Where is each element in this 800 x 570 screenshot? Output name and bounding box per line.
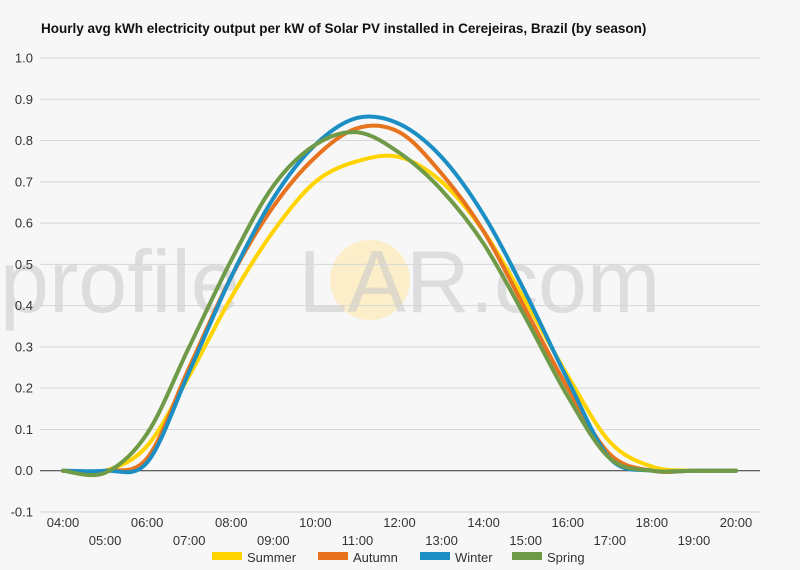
legend-label-spring: Spring: [547, 550, 585, 565]
y-tick-label: 0.5: [15, 257, 33, 272]
legend-label-autumn: Autumn: [353, 550, 398, 565]
x-tick-label: 16:00: [551, 515, 584, 530]
y-tick-label: 0.2: [15, 381, 33, 396]
x-tick-label: 18:00: [636, 515, 669, 530]
x-tick-label: 14:00: [467, 515, 500, 530]
y-tick-label: 0.4: [15, 298, 33, 313]
y-tick-label: 0.0: [15, 463, 33, 478]
y-tick-label: 0.6: [15, 216, 33, 231]
y-tick-label: 0.8: [15, 133, 33, 148]
x-axis: 04:00 05:00 06:00 07:00 08:00 09:00 10:00 11:00…: [47, 515, 753, 548]
x-tick-label: 08:00: [215, 515, 248, 530]
x-tick-label: 19:00: [678, 533, 711, 548]
x-tick-label: 15:00: [509, 533, 542, 548]
legend-swatch-autumn: [318, 552, 348, 560]
y-tick-label: -0.1: [11, 505, 33, 520]
y-tick-label: 0.1: [15, 422, 33, 437]
legend-label-winter: Winter: [455, 550, 493, 565]
x-tick-label: 04:00: [47, 515, 80, 530]
legend-swatch-winter: [420, 552, 450, 560]
x-tick-label: 07:00: [173, 533, 206, 548]
x-tick-label: 10:00: [299, 515, 332, 530]
x-tick-label: 12:00: [383, 515, 416, 530]
x-tick-label: 13:00: [425, 533, 458, 548]
y-tick-label: 0.3: [15, 339, 33, 354]
legend: Summer Autumn Winter Spring: [212, 550, 585, 565]
series-lines: [61, 114, 738, 478]
legend-swatch-spring: [512, 552, 542, 560]
y-tick-label: 1.0: [15, 51, 33, 66]
y-tick-label: 0.7: [15, 174, 33, 189]
grid: [40, 57, 760, 513]
chart-title: Hourly avg kWh electricity output per kW…: [41, 21, 646, 36]
legend-label-summer: Summer: [247, 550, 297, 565]
watermark-sun-icon: [330, 240, 410, 320]
x-tick-label: 17:00: [594, 533, 627, 548]
watermark: profileSLAR.com: [0, 232, 660, 331]
x-tick-label: 09:00: [257, 533, 290, 548]
legend-swatch-summer: [212, 552, 242, 560]
y-axis: -0.1 0.0 0.1 0.2 0.3 0.4 0.5 0.6 0.7 0.8 0.9 1.0: [11, 51, 33, 520]
x-tick-label: 11:00: [342, 533, 374, 548]
series-line-spring: [61, 130, 738, 478]
x-tick-label: 20:00: [720, 515, 753, 530]
x-tick-label: 05:00: [89, 533, 122, 548]
watermark-text: profileSLAR.com: [0, 232, 660, 331]
y-tick-label: 0.9: [15, 92, 33, 107]
x-tick-label: 06:00: [131, 515, 164, 530]
